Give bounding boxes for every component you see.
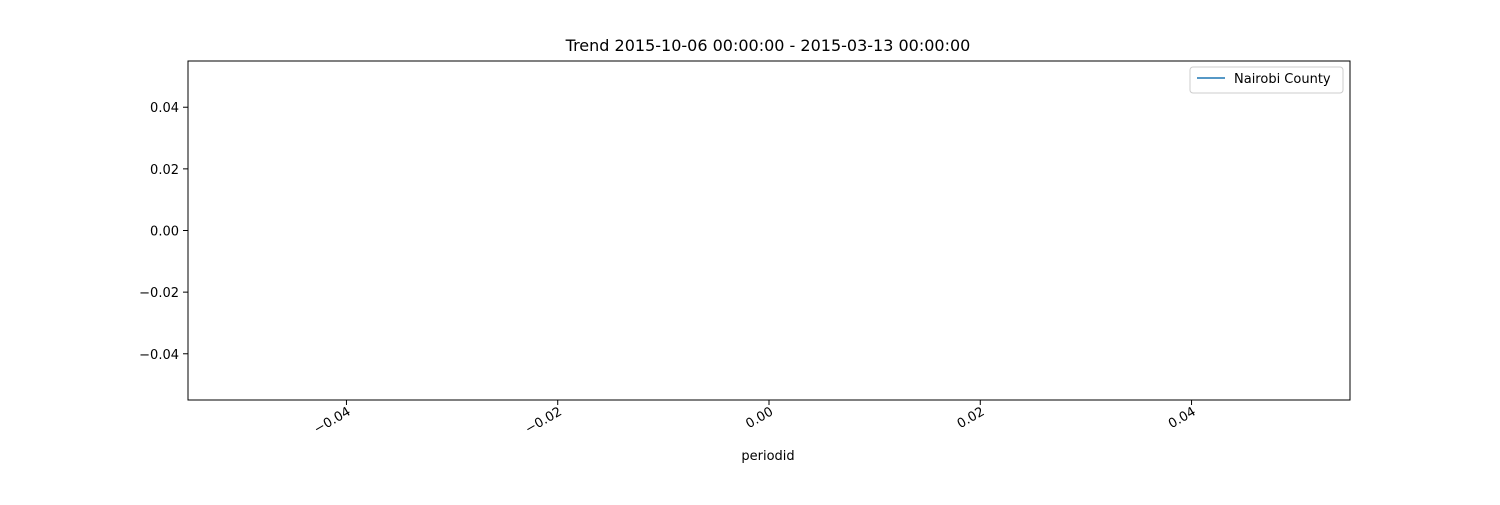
x-tick-label: 0.04 bbox=[1166, 404, 1199, 431]
y-tick-label: 0.00 bbox=[150, 225, 179, 240]
x-axis-label: periodid bbox=[741, 449, 794, 464]
legend-label-nairobi-county: Nairobi County bbox=[1234, 72, 1331, 87]
x-axis: −0.04 −0.02 0.00 0.02 0.04 bbox=[311, 400, 1199, 437]
y-tick-label: 0.02 bbox=[150, 163, 179, 178]
legend: Nairobi County bbox=[1189, 66, 1344, 94]
y-tick-label: 0.04 bbox=[150, 101, 179, 116]
y-tick-label: −0.04 bbox=[139, 348, 179, 363]
x-tick-label: −0.04 bbox=[311, 404, 353, 437]
plot-area bbox=[187, 60, 1351, 401]
x-tick-label: −0.02 bbox=[523, 404, 565, 437]
x-tick-label: 0.00 bbox=[743, 404, 776, 431]
y-axis: 0.04 0.02 0.00 −0.02 −0.04 bbox=[139, 101, 188, 363]
legend-frame bbox=[1189, 66, 1344, 94]
x-tick-label: 0.02 bbox=[955, 404, 988, 431]
chart-title: Trend 2015-10-06 00:00:00 - 2015-03-13 0… bbox=[565, 36, 971, 55]
y-tick-label: −0.02 bbox=[139, 286, 179, 301]
